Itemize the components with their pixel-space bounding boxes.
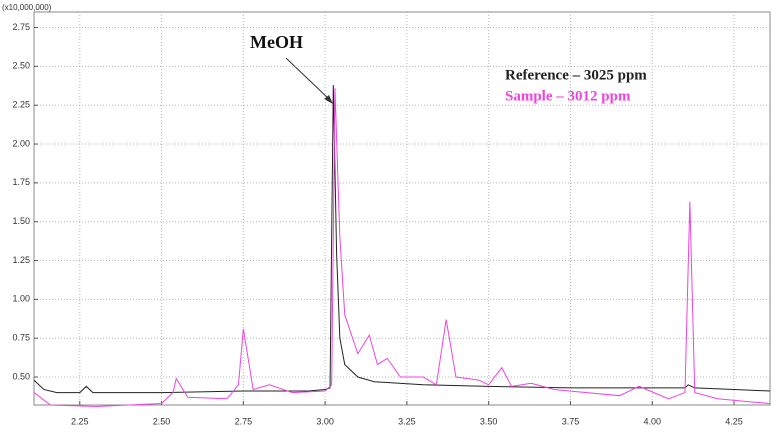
y-tick-label: 2.00: [12, 138, 30, 148]
y-tick-label: 2.50: [12, 61, 30, 71]
y-tick-label: 1.25: [12, 255, 30, 265]
x-tick-label: 2.25: [71, 416, 89, 426]
y-tick-label: 1.50: [12, 216, 30, 226]
x-tick-label: 3.75: [562, 416, 580, 426]
x-tick-label: 4.25: [725, 416, 743, 426]
x-tick-label: 3.25: [398, 416, 416, 426]
series-line: [33, 88, 771, 408]
y-multiplier: (x10,000,000): [2, 3, 52, 12]
x-tick-label: 2.50: [153, 416, 171, 426]
x-tick-label: 3.50: [480, 416, 498, 426]
y-tick-label: 0.75: [12, 333, 30, 343]
annotation: MeOH: [250, 32, 303, 52]
annotation-arrowhead: [324, 95, 333, 104]
x-tick-label: 2.75: [235, 416, 253, 426]
series-line: [33, 85, 771, 394]
plot-frame: [33, 11, 771, 406]
legend-entry: Sample – 3012 ppm: [505, 88, 631, 104]
annotation-arrow: [285, 57, 331, 101]
y-tick-label: 2.75: [12, 22, 30, 32]
x-tick-label: 4.00: [643, 416, 661, 426]
y-tick-label: 1.00: [12, 294, 30, 304]
legend-entry: Reference – 3025 ppm: [505, 67, 647, 83]
y-tick-label: 0.50: [12, 371, 30, 381]
y-tick-label: 1.75: [12, 177, 30, 187]
x-tick-label: 3.00: [316, 416, 334, 426]
y-tick-label: 2.25: [12, 100, 30, 110]
